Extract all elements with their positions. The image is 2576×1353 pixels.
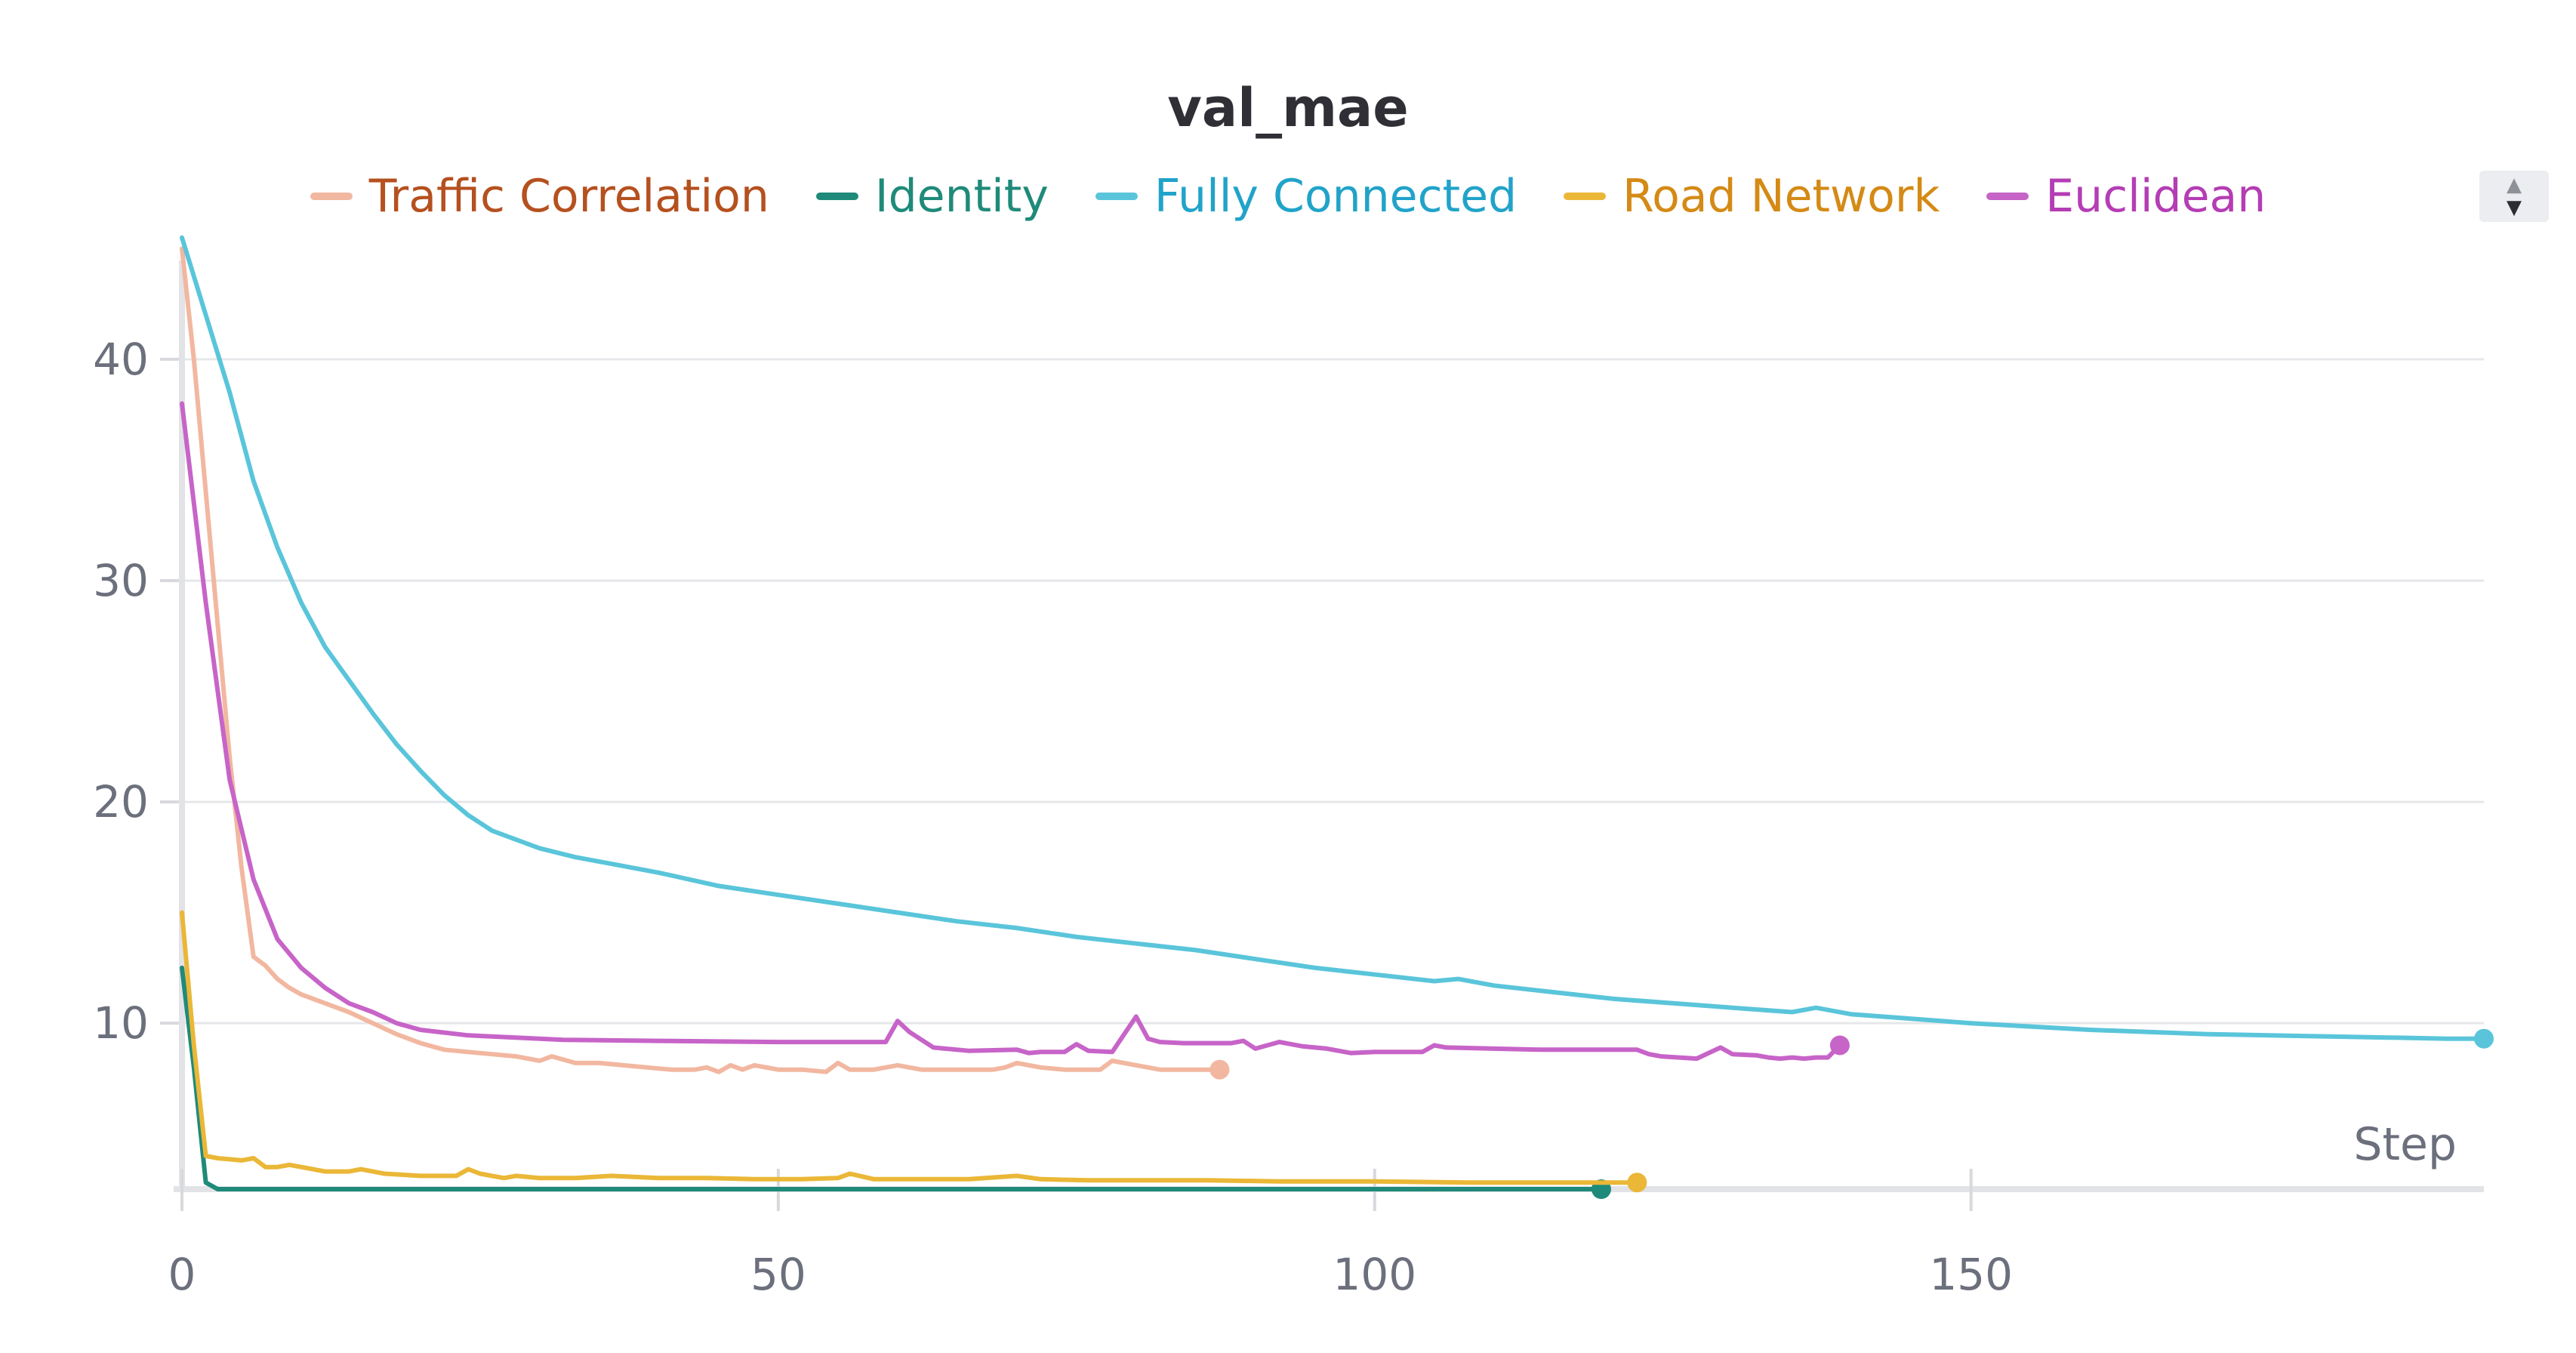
series-lines <box>180 235 2494 1199</box>
x-tick-label: 0 <box>168 1249 196 1300</box>
series-line-euclidean[interactable] <box>180 401 1842 1062</box>
legend-item-euclidean[interactable]: Euclidean <box>1986 170 2266 223</box>
legend-label: Traffic Correlation <box>368 170 769 223</box>
legend-swatch <box>1095 193 1138 200</box>
series-line-road-network[interactable] <box>180 910 1640 1185</box>
legend-scroller[interactable]: ▲ ▼ <box>2479 171 2549 222</box>
legend-swatch <box>1564 193 1607 200</box>
series-end-point[interactable] <box>2474 1028 2494 1049</box>
legend-item-traffic-correlation[interactable]: Traffic Correlation <box>310 170 769 223</box>
legend-item-identity[interactable]: Identity <box>815 170 1049 223</box>
y-tick-label: 10 <box>93 997 149 1049</box>
triangle-up-icon[interactable]: ▲ <box>2507 174 2522 196</box>
legend-swatch <box>310 193 353 200</box>
legend-item-fully-connected[interactable]: Fully Connected <box>1095 170 1517 223</box>
series-line-traffic-correlation[interactable] <box>180 246 1222 1074</box>
series-end-point[interactable] <box>1829 1035 1850 1056</box>
legend-label: Identity <box>874 170 1049 223</box>
legend-label: Fully Connected <box>1154 170 1518 223</box>
series-end-point[interactable] <box>1209 1059 1230 1080</box>
legend-label: Road Network <box>1622 170 1940 223</box>
series-end-point[interactable] <box>1627 1173 1647 1193</box>
legend-label: Euclidean <box>2045 170 2266 223</box>
x-tick-label: 150 <box>1929 1249 2013 1300</box>
chart-legend: Traffic Correlation Identity Fully Conne… <box>0 170 2576 223</box>
axes: 10 20 30 40 0 50 100 150 <box>93 260 2484 1300</box>
x-tick-label: 50 <box>750 1249 806 1300</box>
series-line-fully-connected[interactable] <box>180 235 2486 1041</box>
legend-swatch <box>815 193 858 200</box>
y-tick-label: 20 <box>93 776 149 828</box>
y-tick-label: 30 <box>93 555 149 606</box>
grid-lines <box>182 358 2484 1025</box>
legend-item-road-network[interactable]: Road Network <box>1564 170 1940 223</box>
triangle-down-icon[interactable]: ▼ <box>2507 196 2522 219</box>
chart-title: val_mae <box>1167 77 1409 139</box>
x-tick-label: 100 <box>1333 1249 1416 1300</box>
y-tick-label: 40 <box>93 334 149 385</box>
series-line-identity[interactable] <box>180 965 1604 1191</box>
legend-swatch <box>1986 193 2029 200</box>
x-axis-title: Step <box>2353 1118 2457 1171</box>
